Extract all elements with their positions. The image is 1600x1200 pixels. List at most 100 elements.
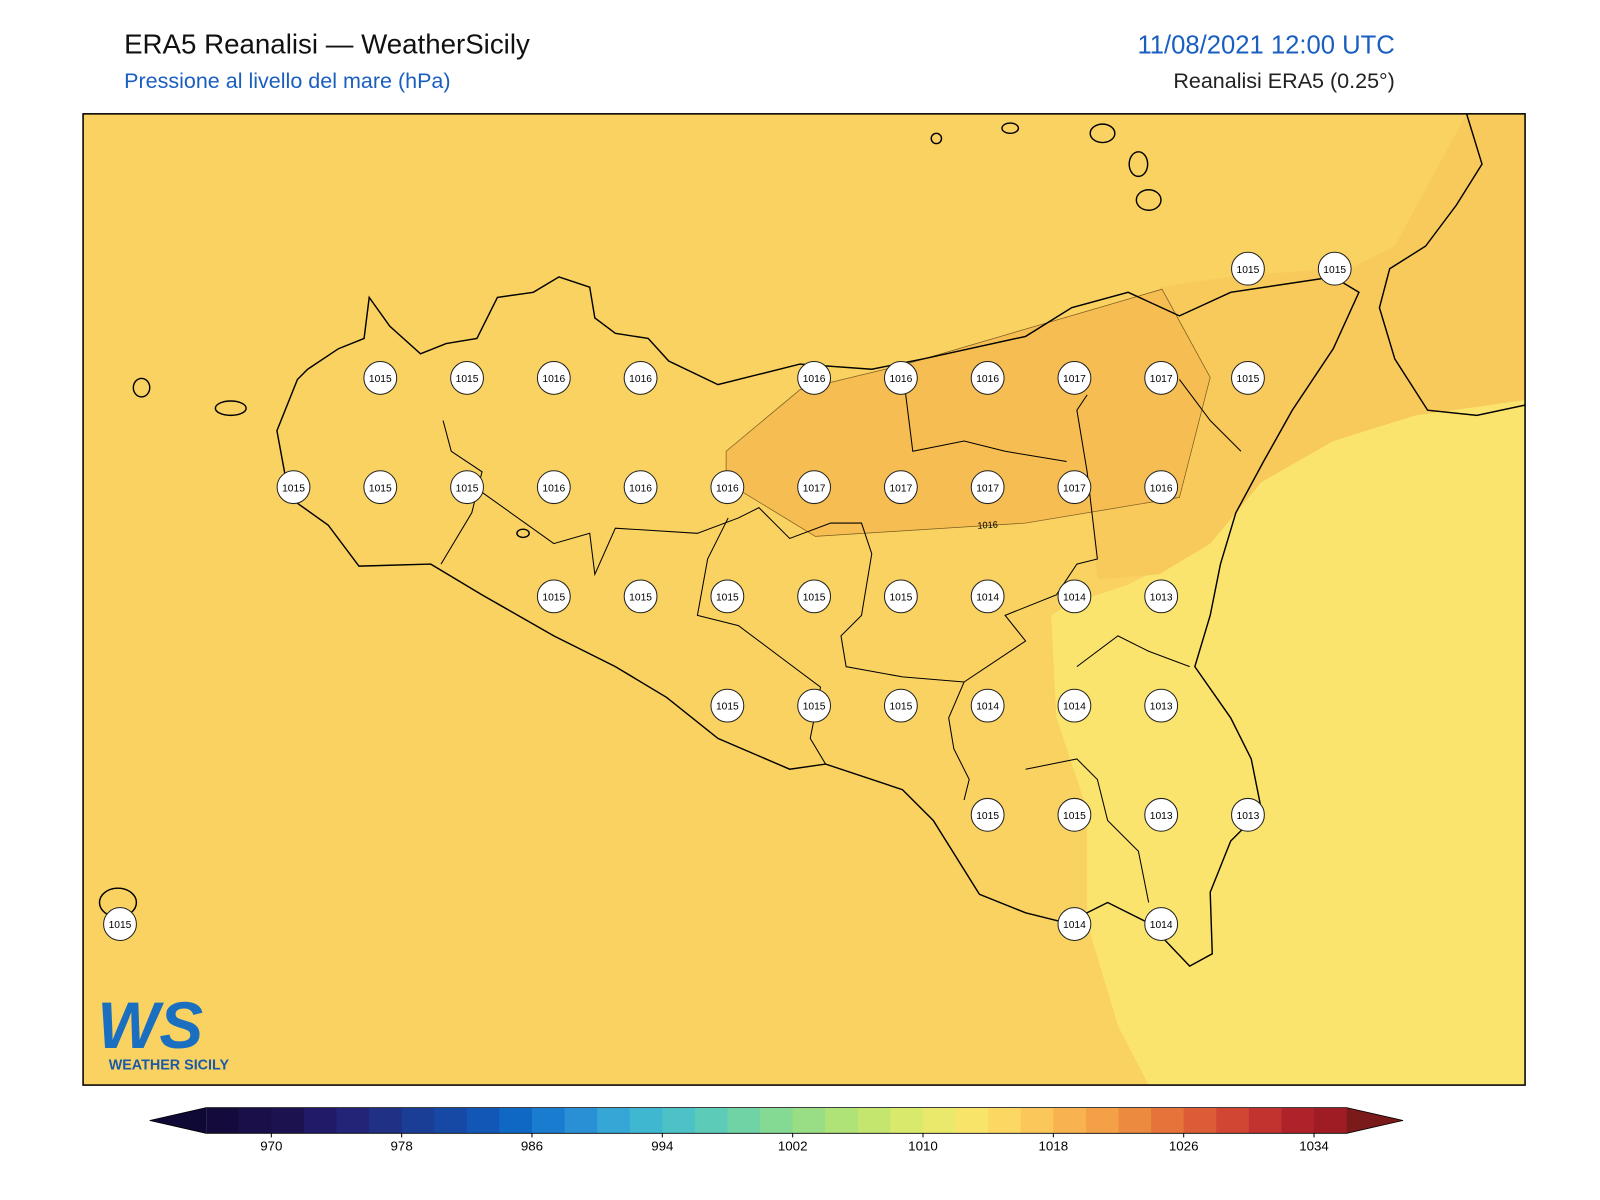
colorbar-bin <box>369 1107 403 1134</box>
colorbar-tick-label: 1034 <box>1299 1139 1329 1154</box>
stations: 1015 1015 1015 1015 1016 1016 1016 1016 1016 1017… <box>103 251 1352 941</box>
colorbar-tick-label: 994 <box>651 1139 674 1154</box>
colorbar-bin <box>727 1107 761 1134</box>
station-value: 1016 <box>889 374 912 385</box>
sicily-coast <box>276 276 1360 968</box>
colorbar-bin <box>434 1107 468 1134</box>
colorbar-bin <box>238 1107 272 1134</box>
station-marker <box>797 361 832 395</box>
colorbar-bin <box>1314 1107 1348 1134</box>
map-frame <box>82 113 1526 1086</box>
station: 1014 <box>1144 907 1179 941</box>
station-value: 1016 <box>629 483 652 494</box>
colorbar-bin <box>629 1107 663 1134</box>
station-value: 1016 <box>803 374 826 385</box>
station-value: 1015 <box>109 920 132 931</box>
station: 1015 <box>883 579 918 614</box>
station-marker <box>797 470 832 505</box>
station-marker <box>710 688 745 723</box>
station-marker <box>1057 688 1092 723</box>
station: 1015 <box>450 361 484 395</box>
colorbar-bin <box>466 1107 500 1134</box>
station: 1016 <box>623 470 658 505</box>
colorbar-bin <box>662 1107 696 1134</box>
station: 1015 <box>103 907 137 941</box>
colorbar-tick-label: 1002 <box>778 1139 808 1154</box>
station-marker <box>1231 361 1265 395</box>
station-value: 1014 <box>1063 592 1086 603</box>
colorbar-tick-label: 1026 <box>1169 1139 1199 1154</box>
station: 1014 <box>1057 579 1092 614</box>
colorbar-bin <box>792 1107 826 1134</box>
colorbar-bin <box>564 1107 598 1134</box>
station-value: 1016 <box>1150 483 1173 494</box>
station: 1017 <box>970 470 1005 505</box>
source: Reanalisi ERA5 (0.25°) <box>1173 69 1394 93</box>
colorbar-bin <box>1151 1107 1185 1134</box>
colorbar-bin <box>988 1107 1022 1134</box>
colorbar-tick-label: 978 <box>391 1139 413 1154</box>
station: 1016 <box>710 470 745 505</box>
station: 1015 <box>883 688 918 723</box>
station-value: 1015 <box>803 592 826 603</box>
station: 1017 <box>883 470 918 505</box>
station-marker <box>1057 361 1092 395</box>
station-value: 1014 <box>1063 702 1086 713</box>
station-marker <box>1144 470 1179 505</box>
station-value: 1015 <box>889 702 912 713</box>
station: 1015 <box>363 470 398 505</box>
station-marker <box>970 688 1005 723</box>
station-marker <box>970 797 1005 832</box>
colorbar-bin <box>923 1107 957 1134</box>
station-marker <box>450 361 484 395</box>
station: 1015 <box>363 361 398 395</box>
colorbar-tick-label: 986 <box>521 1139 543 1154</box>
station: 1015 <box>276 470 311 505</box>
calabria-coast <box>1378 113 1526 417</box>
station-value: 1017 <box>1063 483 1086 494</box>
station: 1016 <box>797 361 832 395</box>
colorbar-bin <box>1020 1107 1054 1134</box>
station: 1017 <box>1057 361 1092 395</box>
station-marker <box>883 361 918 395</box>
station: 1015 <box>1231 251 1265 286</box>
station: 1015 <box>536 579 571 614</box>
station-value: 1015 <box>369 483 392 494</box>
station: 1013 <box>1144 688 1179 723</box>
station: 1016 <box>883 361 918 395</box>
colorbar-bin <box>271 1107 305 1134</box>
station: 1015 <box>623 579 658 614</box>
station-value: 1015 <box>889 592 912 603</box>
colorbar-bin <box>1053 1107 1087 1134</box>
station: 1017 <box>1144 361 1179 395</box>
station: 1015 <box>1231 361 1265 395</box>
station: 1015 <box>797 579 832 614</box>
station-value: 1013 <box>1150 702 1173 713</box>
colorbar-bin <box>206 1107 240 1134</box>
high-pressure-area <box>725 288 1211 537</box>
station: 1015 <box>797 688 832 723</box>
station-marker <box>276 470 311 505</box>
station-marker <box>1144 688 1179 723</box>
station-marker <box>1057 579 1092 614</box>
station-value: 1015 <box>542 592 565 603</box>
datetime: 11/08/2021 12:00 UTC <box>1137 31 1394 59</box>
station-value: 1015 <box>369 374 392 385</box>
colorbar-bin <box>531 1107 566 1134</box>
title: ERA5 Reanalisi — WeatherSicily <box>124 28 530 59</box>
station-value: 1015 <box>976 811 999 822</box>
station-marker <box>1057 797 1092 832</box>
station-marker <box>970 470 1005 505</box>
station-marker <box>536 361 571 395</box>
station-marker <box>1057 907 1092 941</box>
station-marker <box>797 688 832 723</box>
colorbar-bin <box>1085 1107 1120 1134</box>
station: 1016 <box>536 361 571 395</box>
station: 1013 <box>1144 797 1179 832</box>
colorbar-bin <box>336 1107 370 1134</box>
station-value: 1017 <box>1063 374 1086 385</box>
station-value: 1015 <box>456 374 479 385</box>
station-marker <box>363 361 398 395</box>
station-value: 1013 <box>1150 811 1173 822</box>
